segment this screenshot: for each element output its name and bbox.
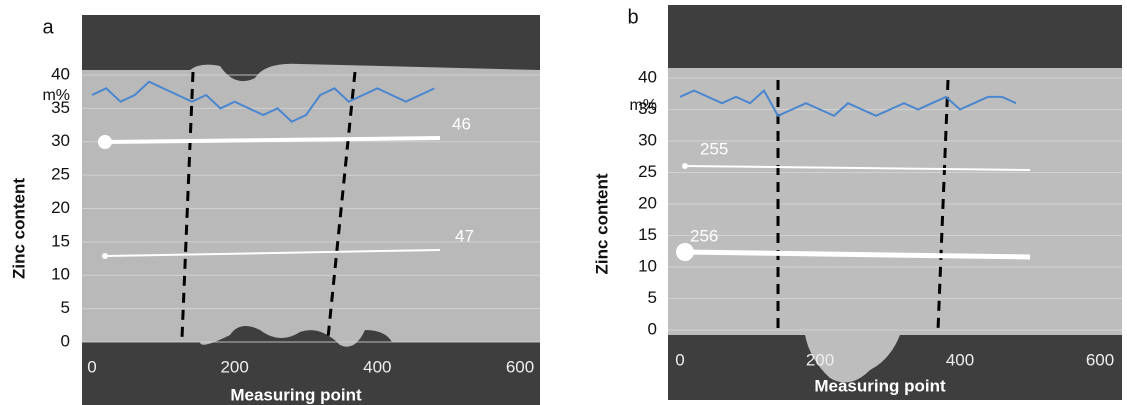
scan-label: 256 <box>690 226 718 245</box>
y-tick-label: 10 <box>638 256 657 275</box>
y-tick-label: 5 <box>61 298 70 317</box>
y-axis-label: Zinc content <box>592 173 611 274</box>
y-tick-label: 5 <box>648 288 657 307</box>
y-tick-label: 20 <box>51 198 70 217</box>
panel-label: b <box>627 6 638 28</box>
x-tick-label: 400 <box>946 350 974 369</box>
y-axis-label: Zinc content <box>9 178 28 279</box>
y-tick-label: 0 <box>648 319 657 338</box>
y-tick-label: 35 <box>51 98 70 117</box>
x-tick-label: 600 <box>1086 350 1114 369</box>
scan-start <box>102 253 108 259</box>
y-tick-label: 10 <box>51 265 70 284</box>
scan-line <box>104 136 441 144</box>
y-tick-label: 15 <box>51 231 70 250</box>
scan-line <box>684 165 1031 171</box>
y-tick-label: 30 <box>638 130 657 149</box>
y-tick-label: 40 <box>638 67 657 86</box>
x-tick-label: 200 <box>806 350 834 369</box>
sample-region <box>82 63 540 347</box>
y-unit: m% <box>42 87 70 104</box>
x-tick-label: 0 <box>87 357 96 376</box>
boundary-dash <box>936 79 950 331</box>
x-tick-label: 400 <box>363 357 391 376</box>
scan-line <box>684 249 1031 260</box>
scan-start <box>676 243 694 261</box>
scan-start <box>98 135 112 149</box>
sample-region <box>668 68 1122 383</box>
y-tick-label: 40 <box>51 64 70 83</box>
y-tick-label: 25 <box>51 165 70 184</box>
x-axis-label: Measuring point <box>230 385 362 404</box>
scan-label: 46 <box>452 114 471 133</box>
x-axis-label: Measuring point <box>814 376 946 395</box>
boundary-dash <box>326 71 357 339</box>
x-tick-label: 0 <box>675 350 684 369</box>
y-tick-label: 20 <box>638 193 657 212</box>
scan-line <box>104 249 441 257</box>
scan-label: 255 <box>700 139 728 158</box>
scan-start <box>682 163 688 169</box>
y-unit: m% <box>629 97 657 114</box>
y-tick-label: 35 <box>638 99 657 118</box>
data-line <box>91 80 435 123</box>
data-line <box>679 89 1017 118</box>
y-tick-label: 25 <box>638 162 657 181</box>
boundary-dash <box>180 71 195 339</box>
y-tick-label: 0 <box>61 331 70 350</box>
y-tick-label: 15 <box>638 225 657 244</box>
scan-label: 47 <box>455 226 474 245</box>
y-tick-label: 30 <box>51 131 70 150</box>
panel-label: a <box>42 16 54 38</box>
x-tick-label: 200 <box>220 357 248 376</box>
sample-region <box>790 317 812 335</box>
x-tick-label: 600 <box>506 357 534 376</box>
